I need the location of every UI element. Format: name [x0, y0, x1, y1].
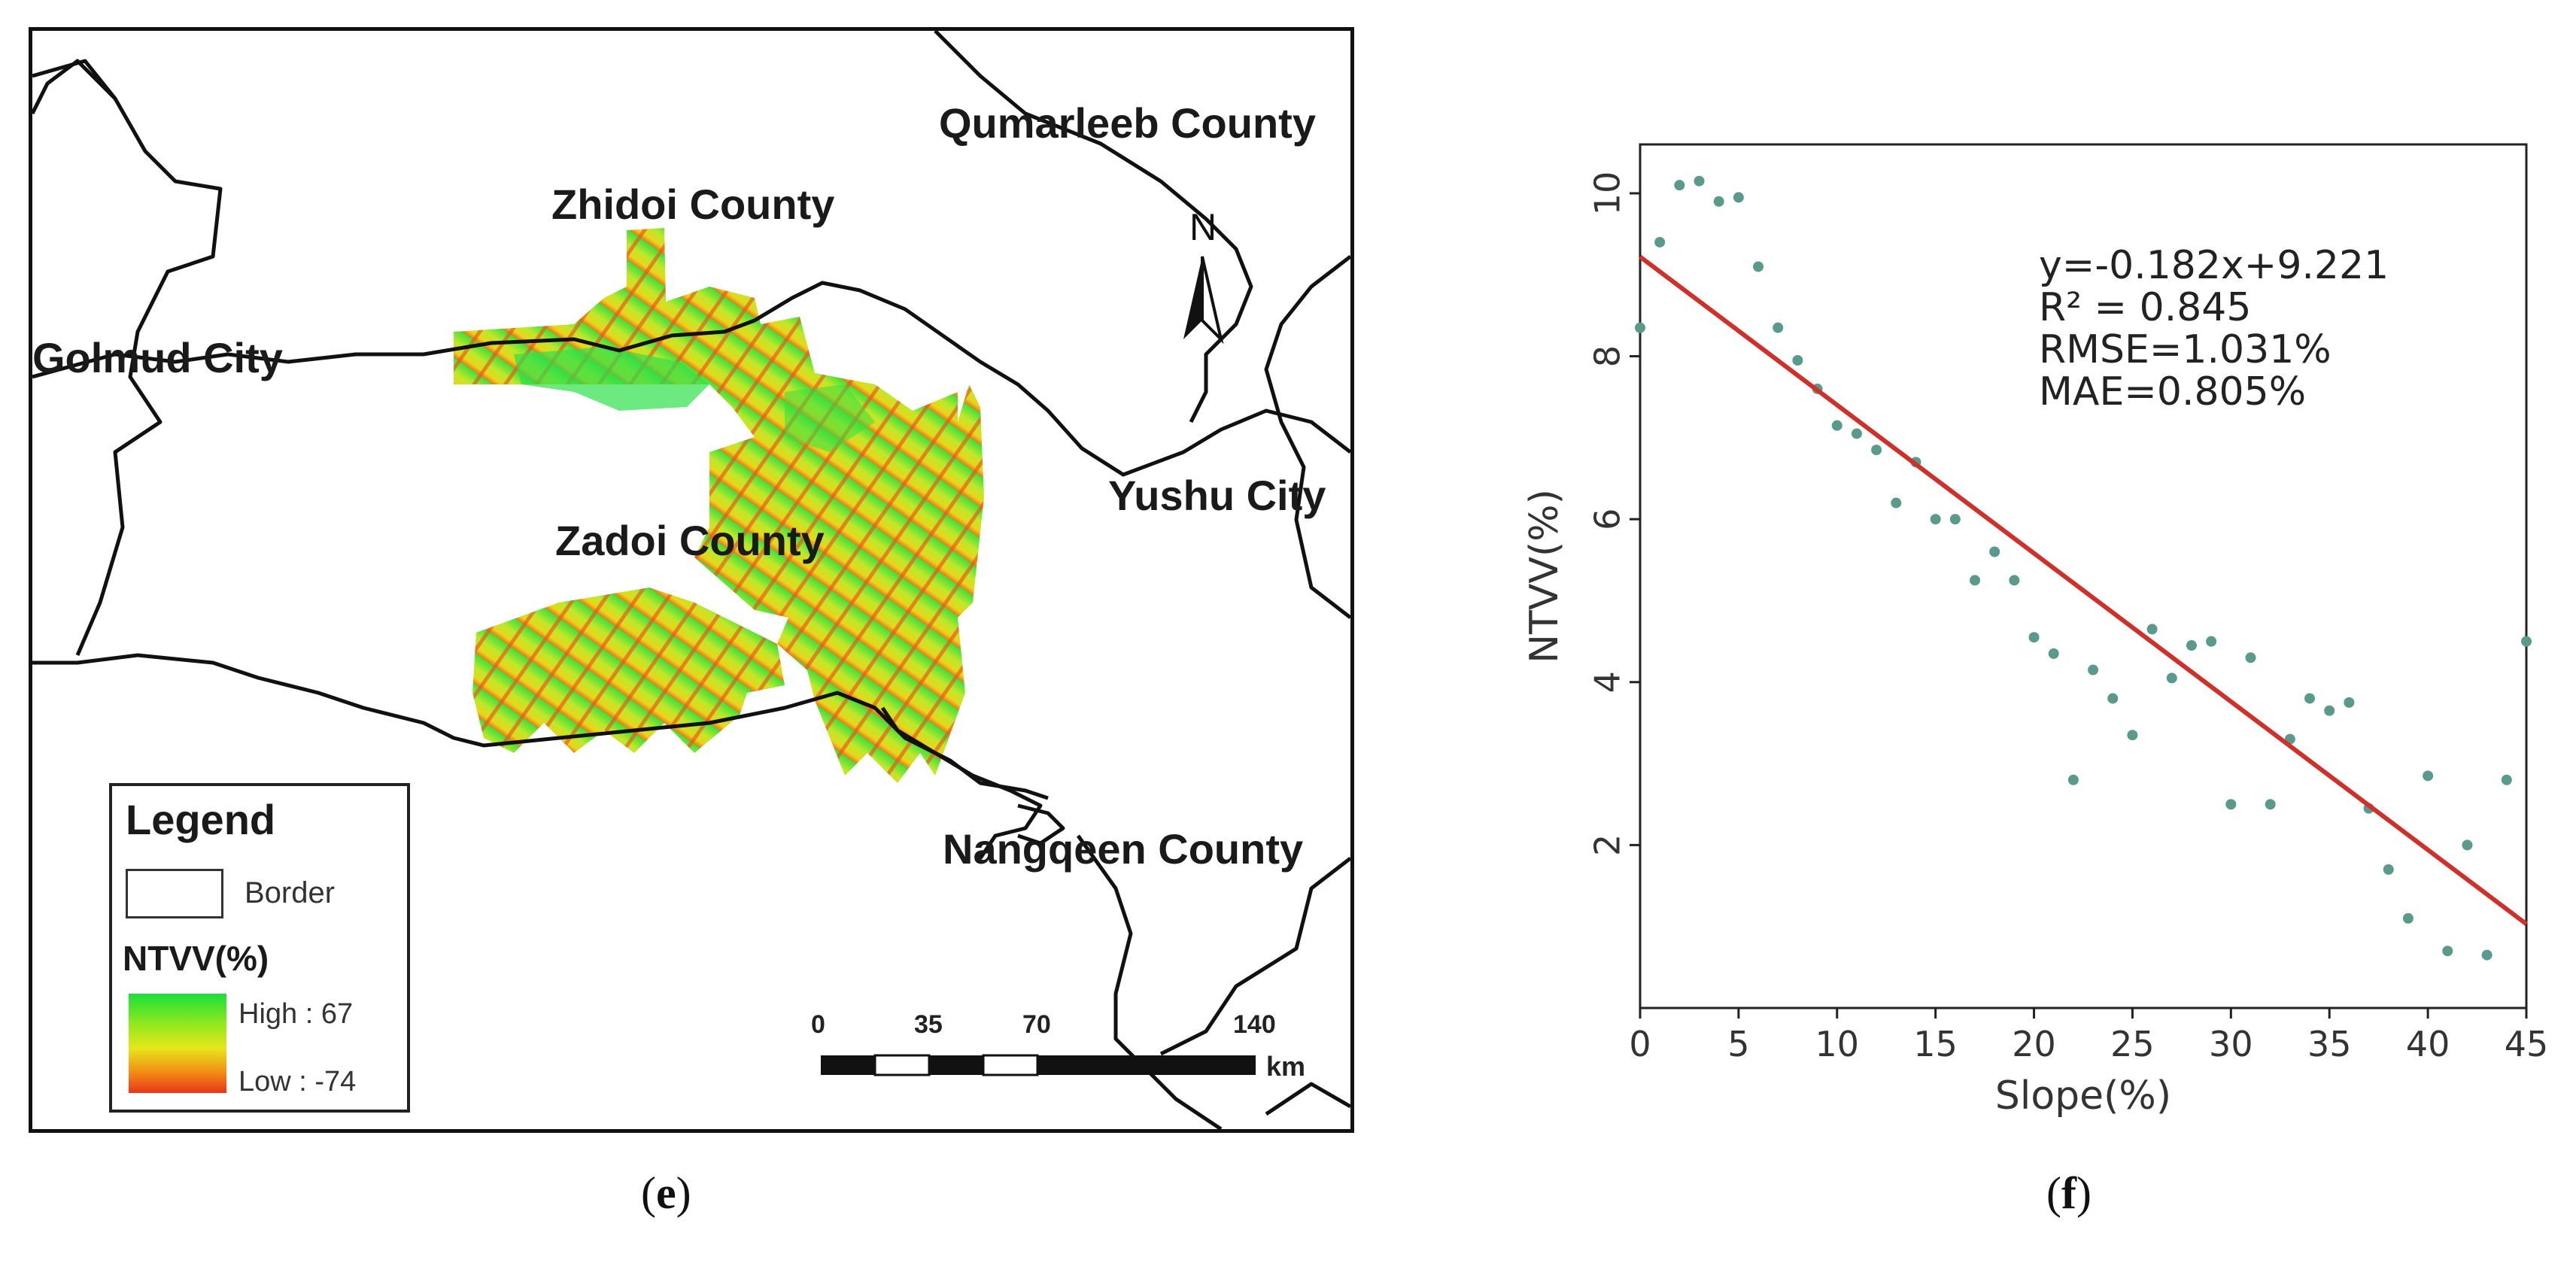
scale-bar — [821, 1054, 1256, 1076]
data-point — [1792, 355, 1803, 366]
data-point — [2107, 693, 2119, 704]
scale-tick-35: 35 — [914, 1010, 943, 1039]
data-point — [1949, 514, 1961, 525]
ntvv-raster — [454, 228, 984, 783]
label-qumarleb-county: Qumarleeb County — [939, 99, 1316, 147]
data-point — [2402, 912, 2413, 924]
county-borders — [32, 31, 1350, 1129]
x-axis: 0 5 10 15 20 25 30 35 40 45 — [1629, 1008, 2548, 1064]
data-points — [1635, 175, 2532, 961]
data-point — [2442, 946, 2453, 957]
data-point — [1733, 192, 1744, 203]
y-tick-label: 10 — [1587, 172, 1628, 216]
data-point — [1831, 420, 1842, 431]
y-tick-label: 2 — [1587, 834, 1628, 856]
data-point — [2481, 949, 2492, 961]
x-tick-label: 30 — [2209, 1024, 2253, 1064]
data-point — [2127, 730, 2138, 741]
data-point — [2206, 636, 2217, 647]
data-point — [2324, 705, 2335, 716]
caption-f: (f) — [2046, 1168, 2091, 1218]
data-point — [2146, 624, 2158, 635]
data-point — [1891, 497, 1902, 509]
data-point — [2186, 640, 2197, 651]
x-tick-label: 25 — [2110, 1024, 2155, 1064]
data-point — [1871, 445, 1882, 456]
x-tick-label: 35 — [2307, 1024, 2352, 1064]
data-point — [2344, 697, 2355, 708]
data-point — [2265, 799, 2276, 810]
data-point — [2028, 632, 2040, 643]
annotation-text: R² = 0.845 — [2039, 285, 2251, 330]
data-point — [1674, 180, 1685, 191]
data-point — [2521, 636, 2532, 647]
scale-tick-0: 0 — [811, 1010, 825, 1039]
data-point — [2166, 672, 2177, 684]
x-tick-label: 20 — [2012, 1024, 2056, 1064]
north-arrow-icon — [1183, 256, 1224, 345]
fit-line — [1639, 254, 2528, 926]
scale-tick-140: 140 — [1233, 1010, 1276, 1039]
x-tick-label: 5 — [1727, 1024, 1749, 1064]
legend-color-ramp — [129, 994, 226, 1093]
annotation-text: MAE=0.805% — [2039, 369, 2306, 414]
data-point — [1753, 261, 1764, 272]
map-legend: Legend Border NTVV(%) High : 67 Low : -7… — [109, 783, 410, 1113]
scale-tick-70: 70 — [1022, 1010, 1051, 1039]
data-point — [1635, 322, 1645, 333]
data-point — [1989, 546, 2000, 557]
legend-ntvv-title: NTVV(%) — [123, 939, 269, 978]
x-tick-label: 40 — [2406, 1024, 2450, 1064]
label-golmud-city: Golmud City — [32, 334, 283, 381]
plot-frame — [1639, 143, 2528, 1009]
label-nangqen-county: Nangqeen County — [943, 825, 1304, 873]
data-point — [2462, 839, 2473, 851]
y-axis: 2 4 6 8 10 — [1587, 172, 1640, 856]
data-point — [1713, 196, 1724, 207]
data-point — [2009, 575, 2020, 586]
y-tick-label: 4 — [1587, 671, 1628, 693]
data-point — [2501, 774, 2512, 785]
annotation-text: RMSE=1.031% — [2039, 327, 2331, 372]
label-zhidoi-county: Zhidoi County — [551, 181, 835, 228]
legend-border-label: Border — [245, 876, 336, 909]
x-axis-label: Slope(%) — [1995, 1073, 2171, 1119]
legend-low-label: Low : -74 — [238, 1066, 357, 1098]
map-panel: Qumarleeb County Zhidoi County Golmud Ci… — [29, 27, 1354, 1133]
x-tick-label: 45 — [2505, 1024, 2549, 1064]
data-point — [2423, 770, 2434, 782]
x-tick-label: 10 — [1815, 1024, 1860, 1064]
scale-unit: km — [1266, 1051, 1306, 1082]
legend-title: Legend — [126, 796, 276, 843]
data-point — [2245, 652, 2256, 663]
x-tick-label: 15 — [1913, 1024, 1958, 1064]
map-canvas — [32, 31, 1350, 1129]
data-point — [2048, 648, 2059, 659]
caption-e: (e) — [641, 1168, 691, 1218]
data-point — [1694, 175, 1705, 187]
data-point — [2383, 864, 2394, 875]
label-zadoi-county: Zadoi County — [555, 517, 825, 564]
data-point — [2067, 774, 2079, 785]
data-point — [2225, 799, 2237, 810]
legend-high-label: High : 67 — [238, 998, 354, 1030]
data-point — [1773, 322, 1784, 333]
data-point — [1851, 428, 1862, 439]
y-axis-label: NTVV(%) — [1522, 489, 1567, 663]
label-yushu-city: Yushu City — [1108, 472, 1326, 519]
annotation-text: y=-0.182x+9.221 — [2039, 243, 2389, 288]
data-point — [2304, 693, 2316, 704]
legend-border-swatch — [126, 869, 223, 918]
x-tick-label: 0 — [1629, 1024, 1651, 1064]
north-label: N — [1189, 206, 1217, 248]
data-point — [1654, 236, 1666, 247]
y-tick-label: 6 — [1587, 509, 1628, 530]
data-point — [1970, 575, 1981, 586]
data-point — [1930, 514, 1941, 525]
y-tick-label: 8 — [1587, 345, 1628, 367]
data-point — [2088, 664, 2099, 676]
